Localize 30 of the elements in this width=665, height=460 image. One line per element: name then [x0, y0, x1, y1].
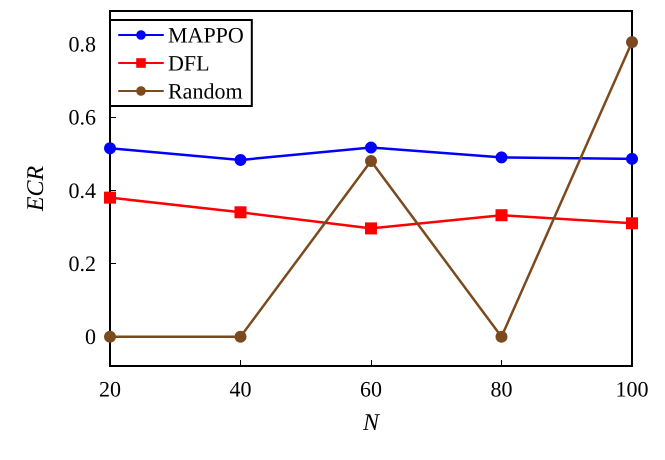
y-tick-label: 0.4 — [68, 178, 96, 203]
point — [234, 206, 246, 218]
point — [365, 222, 377, 234]
point — [496, 330, 508, 343]
legend-label: Random — [168, 78, 243, 104]
point — [626, 36, 638, 48]
point — [234, 330, 246, 343]
y-tick-label: 0.2 — [68, 251, 96, 276]
x-tick-label: 80 — [490, 376, 512, 402]
point — [496, 209, 508, 222]
point — [496, 151, 508, 164]
point — [626, 152, 638, 165]
point — [104, 330, 116, 343]
point — [365, 142, 377, 154]
y-tick-label: 0 — [85, 324, 96, 350]
point — [104, 142, 116, 154]
point — [626, 217, 638, 230]
x-axis-title: N — [362, 410, 381, 436]
x-tick-label: 20 — [99, 376, 121, 402]
x-tick-label: 60 — [360, 376, 382, 402]
x-tick-label: 100 — [616, 376, 648, 402]
x-tick-label: 40 — [230, 376, 252, 402]
y-tick-label: 0.8 — [68, 31, 96, 56]
legend-label: MAPPO — [168, 22, 244, 48]
y-tick-label: 0.6 — [68, 104, 96, 130]
legend-label: DFL — [168, 50, 210, 76]
point — [365, 155, 377, 168]
y-axis-title: ECR — [23, 165, 49, 212]
point — [104, 192, 116, 204]
point — [234, 154, 246, 166]
